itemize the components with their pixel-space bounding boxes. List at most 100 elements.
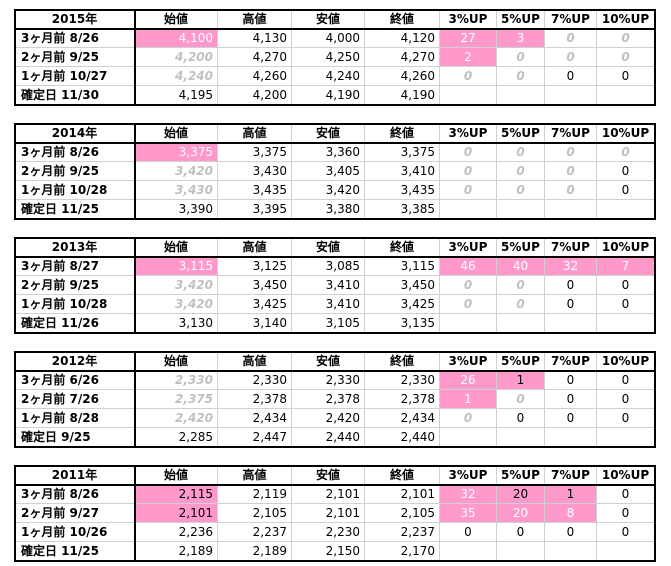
- value-cell: 0: [440, 162, 497, 181]
- value-cell: 3,375: [135, 143, 218, 162]
- empty-cell: [597, 428, 655, 447]
- value-cell: 32: [440, 485, 497, 504]
- value-cell: 3,380: [292, 200, 365, 219]
- column-header: 5%UP: [497, 352, 545, 371]
- empty-cell: [597, 314, 655, 333]
- column-header: 10%UP: [597, 352, 655, 371]
- value-cell: 2,420: [292, 409, 365, 428]
- column-header: 高値: [218, 124, 292, 143]
- value-cell: 1: [545, 485, 597, 504]
- empty-cell: [497, 428, 545, 447]
- value-cell: 2,236: [135, 523, 218, 542]
- value-cell: 3,435: [365, 181, 440, 200]
- value-cell: 40: [497, 257, 545, 276]
- value-cell: 0: [545, 409, 597, 428]
- value-cell: 2,440: [292, 428, 365, 447]
- value-cell: 0: [440, 276, 497, 295]
- value-cell: 3,410: [365, 162, 440, 181]
- value-cell: 2,189: [135, 542, 218, 561]
- column-header: 高値: [218, 466, 292, 485]
- empty-cell: [440, 86, 497, 105]
- value-cell: 3,135: [365, 314, 440, 333]
- value-cell: 4,130: [218, 29, 292, 48]
- value-cell: 2,170: [365, 542, 440, 561]
- value-cell: 2,434: [218, 409, 292, 428]
- empty-cell: [545, 200, 597, 219]
- row-label: 2ヶ月前 9/27: [15, 504, 135, 523]
- column-header: 高値: [218, 352, 292, 371]
- value-cell: 0: [497, 390, 545, 409]
- value-cell: 0: [497, 181, 545, 200]
- row-label: 3ヶ月前 8/27: [15, 257, 135, 276]
- column-header: 安値: [292, 124, 365, 143]
- value-cell: 4,260: [218, 67, 292, 86]
- value-cell: 1: [440, 390, 497, 409]
- value-cell: 2,378: [218, 390, 292, 409]
- row-label: 3ヶ月前 8/26: [15, 29, 135, 48]
- column-header: 終値: [365, 352, 440, 371]
- value-cell: 0: [545, 162, 597, 181]
- empty-cell: [497, 542, 545, 561]
- value-cell: 0: [597, 371, 655, 390]
- value-cell: 3,420: [135, 162, 218, 181]
- value-cell: 26: [440, 371, 497, 390]
- value-cell: 3,115: [135, 257, 218, 276]
- column-header: 高値: [218, 10, 292, 29]
- value-cell: 4,200: [218, 86, 292, 105]
- empty-cell: [597, 542, 655, 561]
- value-cell: 4,270: [218, 48, 292, 67]
- row-label: 1ヶ月前 10/28: [15, 181, 135, 200]
- value-cell: 2,105: [365, 504, 440, 523]
- value-cell: 3,410: [292, 276, 365, 295]
- value-cell: 3,420: [135, 276, 218, 295]
- column-header: 3%UP: [440, 10, 497, 29]
- column-header: 始値: [135, 466, 218, 485]
- value-cell: 2,420: [135, 409, 218, 428]
- value-cell: 3,375: [218, 143, 292, 162]
- value-cell: 3,385: [365, 200, 440, 219]
- value-cell: 0: [440, 409, 497, 428]
- row-label: 1ヶ月前 10/27: [15, 67, 135, 86]
- column-header: 10%UP: [597, 124, 655, 143]
- value-cell: 0: [545, 29, 597, 48]
- value-cell: 32: [545, 257, 597, 276]
- value-cell: 0: [440, 143, 497, 162]
- value-cell: 0: [597, 29, 655, 48]
- row-label: 確定日 9/25: [15, 428, 135, 447]
- value-cell: 0: [440, 67, 497, 86]
- value-cell: 2,105: [218, 504, 292, 523]
- value-cell: 0: [597, 143, 655, 162]
- value-cell: 3,105: [292, 314, 365, 333]
- value-cell: 4,270: [365, 48, 440, 67]
- value-cell: 3,390: [135, 200, 218, 219]
- value-cell: 2,101: [365, 485, 440, 504]
- value-cell: 3,085: [292, 257, 365, 276]
- value-cell: 2,115: [135, 485, 218, 504]
- value-cell: 0: [497, 523, 545, 542]
- value-cell: 0: [545, 48, 597, 67]
- value-cell: 4,195: [135, 86, 218, 105]
- value-cell: 3,420: [135, 295, 218, 314]
- value-cell: 3,140: [218, 314, 292, 333]
- value-cell: 4,190: [292, 86, 365, 105]
- value-cell: 3,425: [218, 295, 292, 314]
- column-header: 3%UP: [440, 466, 497, 485]
- row-label: 1ヶ月前 10/28: [15, 295, 135, 314]
- column-header: 5%UP: [497, 238, 545, 257]
- value-cell: 0: [597, 523, 655, 542]
- value-cell: 2,189: [218, 542, 292, 561]
- value-cell: 0: [440, 295, 497, 314]
- value-cell: 3,450: [365, 276, 440, 295]
- value-cell: 0: [597, 390, 655, 409]
- block-title: 2014年: [15, 124, 135, 143]
- value-cell: 2,101: [292, 504, 365, 523]
- value-cell: 4,250: [292, 48, 365, 67]
- column-header: 終値: [365, 238, 440, 257]
- block-title: 2015年: [15, 10, 135, 29]
- value-cell: 3,430: [218, 162, 292, 181]
- row-label: 2ヶ月前 7/26: [15, 390, 135, 409]
- empty-cell: [440, 542, 497, 561]
- row-label: 1ヶ月前 10/26: [15, 523, 135, 542]
- row-label: 2ヶ月前 9/25: [15, 162, 135, 181]
- column-header: 7%UP: [545, 466, 597, 485]
